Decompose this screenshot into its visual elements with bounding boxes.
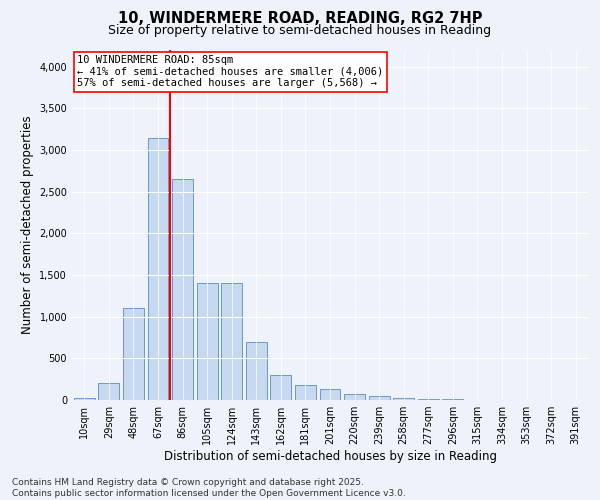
Text: 10 WINDERMERE ROAD: 85sqm
← 41% of semi-detached houses are smaller (4,006)
57% : 10 WINDERMERE ROAD: 85sqm ← 41% of semi-… (77, 56, 383, 88)
Bar (344, 394, 365, 400)
Bar (271, 375, 292, 400)
Bar (148, 138, 169, 400)
Bar (98, 384, 119, 400)
Bar (418, 399, 439, 400)
Bar (393, 398, 414, 400)
Bar (197, 284, 218, 400)
Bar (442, 399, 463, 400)
Bar (368, 396, 389, 400)
Bar (320, 389, 340, 400)
Bar (74, 398, 95, 400)
Bar (123, 308, 144, 400)
Bar (221, 284, 242, 400)
Text: Contains HM Land Registry data © Crown copyright and database right 2025.
Contai: Contains HM Land Registry data © Crown c… (12, 478, 406, 498)
Text: Size of property relative to semi-detached houses in Reading: Size of property relative to semi-detach… (109, 24, 491, 37)
Y-axis label: Number of semi-detached properties: Number of semi-detached properties (21, 116, 34, 334)
Bar (246, 342, 267, 400)
Text: 10, WINDERMERE ROAD, READING, RG2 7HP: 10, WINDERMERE ROAD, READING, RG2 7HP (118, 11, 482, 26)
X-axis label: Distribution of semi-detached houses by size in Reading: Distribution of semi-detached houses by … (163, 450, 497, 463)
Bar (172, 179, 193, 400)
Bar (295, 386, 316, 400)
